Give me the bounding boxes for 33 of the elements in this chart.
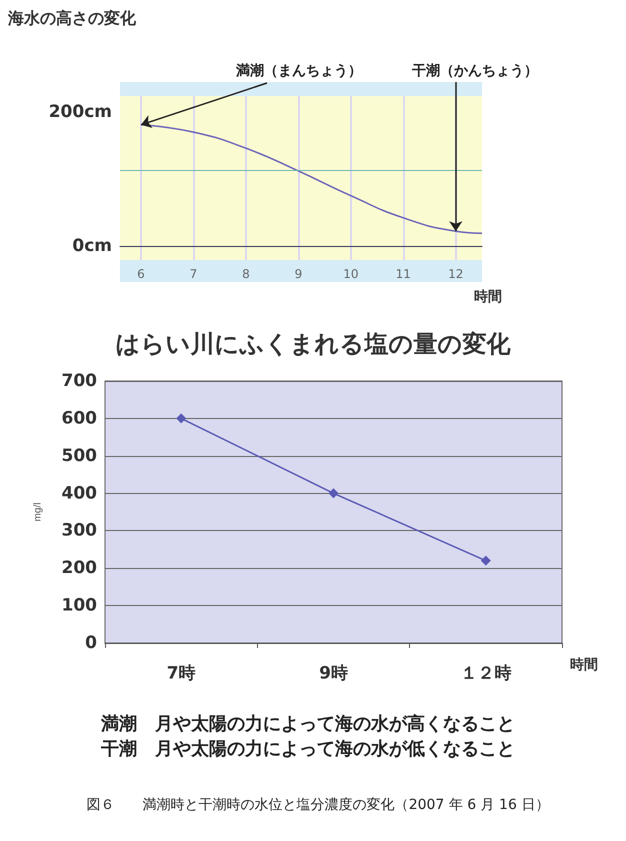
y-tick-label: 100 xyxy=(62,596,98,616)
chart-title: 海水の高さの変化 xyxy=(7,8,137,28)
annotation: 干潮（かんちょう） xyxy=(411,63,538,79)
x-tick-label: 8 xyxy=(242,267,250,281)
y-tick-label: 200 xyxy=(62,558,98,578)
x-tick-label: １２時 xyxy=(460,664,512,684)
y-tick-label: 0 xyxy=(85,633,98,653)
x-tick-label: 11 xyxy=(396,267,411,281)
x-tick-label: 12 xyxy=(448,267,464,281)
y-tick-label: 600 xyxy=(62,408,98,428)
chart-title: はらい川にふくまれる塩の量の変化 xyxy=(116,330,512,358)
x-tick-label: 10 xyxy=(343,267,358,281)
text: 干潮 月や太陽の力によって海の水が低くなること xyxy=(100,738,515,760)
point xyxy=(480,556,491,566)
point xyxy=(328,488,338,498)
annotation: 満潮（まんちょう） xyxy=(235,63,362,79)
text: 満潮 月や太陽の力によって海の水が高くなること xyxy=(100,714,515,734)
x-tick-label: 7時 xyxy=(166,664,196,684)
x-tick-label: 9時 xyxy=(319,664,348,684)
x-axis-title: 時間 xyxy=(474,289,502,305)
point xyxy=(176,413,186,424)
x-tick-label: 6 xyxy=(137,267,145,281)
x-tick-label: 9 xyxy=(294,267,302,281)
x-axis-title: 時間 xyxy=(570,657,598,673)
caption: 図６ 満潮時と干潮時の水位と塩分濃度の変化（2007 年 6 月 16 日） xyxy=(86,797,550,813)
x-tick-label: 7 xyxy=(190,267,198,281)
y-tick-label: 400 xyxy=(62,483,98,504)
y-tick-label: 0cm xyxy=(72,236,112,256)
y-tick-label: 700 xyxy=(62,371,98,391)
y-tick-label: 500 xyxy=(62,446,98,466)
y-tick-label: 300 xyxy=(62,520,98,541)
y-axis-title: mg/l xyxy=(32,502,44,522)
y-tick-label: 200cm xyxy=(48,102,112,122)
